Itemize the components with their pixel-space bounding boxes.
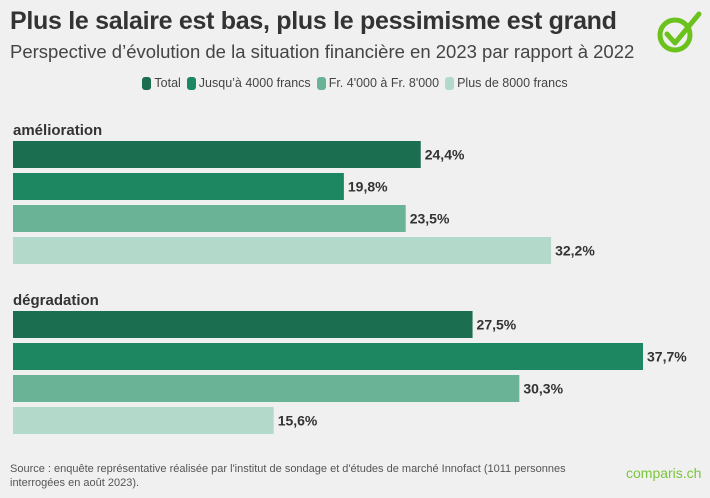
data-label: 23,5% — [410, 211, 450, 227]
legend-swatch — [186, 76, 196, 90]
check-circle-icon — [657, 11, 702, 53]
bar — [13, 343, 643, 370]
category-label: amélioration — [13, 122, 102, 139]
legend: Total Jusqu’à 4000 francs Fr. 4'000 à Fr. … — [0, 76, 710, 90]
data-label: 24,4% — [425, 147, 465, 163]
bar — [13, 237, 552, 264]
source-note: Source : enquête représentative réalisée… — [10, 463, 566, 489]
legend-label: Jusqu’à 4000 francs — [198, 76, 311, 90]
legend-item: Jusqu’à 4000 francs — [186, 76, 311, 90]
data-label: 27,5% — [477, 317, 517, 333]
bar — [13, 173, 344, 200]
bar — [13, 311, 473, 338]
legend-item: Plus de 8000 francs — [445, 76, 568, 90]
chart-subtitle: Perspective d’évolution de la situation … — [10, 41, 635, 62]
legend-label: Fr. 4'000 à Fr. 8'000 — [328, 76, 440, 90]
data-label: 30,3% — [523, 381, 563, 397]
chart-title: Plus le salaire est bas, plus le pessimi… — [10, 7, 617, 35]
data-label: 37,7% — [647, 349, 687, 365]
data-label: 32,2% — [555, 243, 595, 259]
brand-logo: comparis.ch — [626, 465, 702, 481]
bar-chart: amélioration 24,4% 19,8% 23,5% 32,2% dégradat… — [13, 122, 687, 434]
legend-swatch — [316, 76, 326, 90]
legend-swatch — [445, 76, 455, 90]
legend-item: Total — [142, 76, 181, 90]
category-label: dégradation — [13, 292, 99, 309]
bar — [13, 141, 421, 168]
legend-label: Total — [154, 76, 181, 90]
data-label: 19,8% — [348, 179, 388, 195]
bar — [13, 205, 406, 232]
bar — [13, 375, 520, 402]
legend-item: Fr. 4'000 à Fr. 8'000 — [316, 76, 440, 90]
data-label: 15,6% — [278, 413, 318, 429]
legend-label: Plus de 8000 francs — [457, 76, 568, 90]
bar — [13, 407, 274, 434]
legend-swatch — [142, 76, 152, 90]
